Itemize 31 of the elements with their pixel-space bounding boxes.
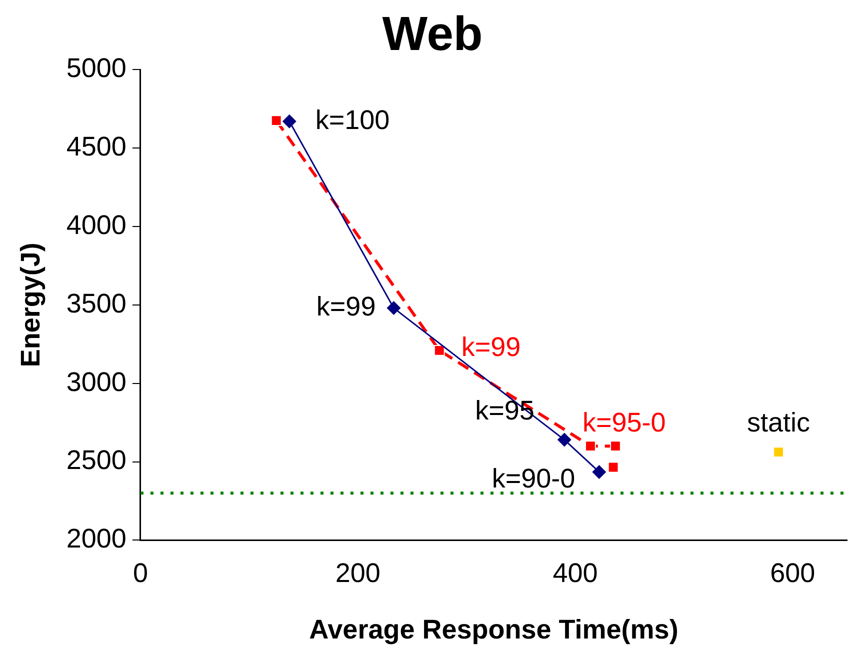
y-tick-label: 2000	[66, 524, 126, 554]
annotation: k=95-0	[582, 408, 666, 438]
point	[773, 446, 784, 458]
y-tick-label: 5000	[66, 53, 126, 84]
annotation: k=99	[316, 291, 376, 322]
x-tick-label: 0	[132, 558, 148, 588]
point	[386, 301, 401, 316]
point	[592, 464, 606, 479]
y-tick-label: 4000	[66, 210, 126, 240]
point	[270, 115, 282, 126]
series-label: static	[747, 407, 810, 438]
point	[585, 440, 596, 452]
point	[608, 462, 619, 473]
x-tick-label: 400	[552, 558, 598, 588]
y-tick-label: 2500	[66, 445, 126, 476]
x-axis-title: Average Response Time(ms)	[309, 614, 678, 644]
y-tick-label: 4500	[66, 131, 126, 162]
x-tick-label: 200	[335, 558, 380, 588]
y-tick-label: 3000	[66, 366, 126, 397]
point	[282, 114, 296, 128]
annotation: k=100	[315, 104, 390, 135]
annotation: k=90-0	[492, 463, 576, 494]
y-tick-label: 3500	[66, 288, 126, 318]
point	[610, 440, 621, 452]
y-axis-title: Energy(J)	[16, 242, 46, 368]
x-tick-label: 600	[770, 558, 816, 588]
point	[434, 344, 445, 356]
chart-title: Web	[382, 8, 483, 62]
annotation: k=99	[461, 332, 521, 362]
point	[557, 432, 572, 447]
annotation: k=95	[475, 395, 534, 426]
